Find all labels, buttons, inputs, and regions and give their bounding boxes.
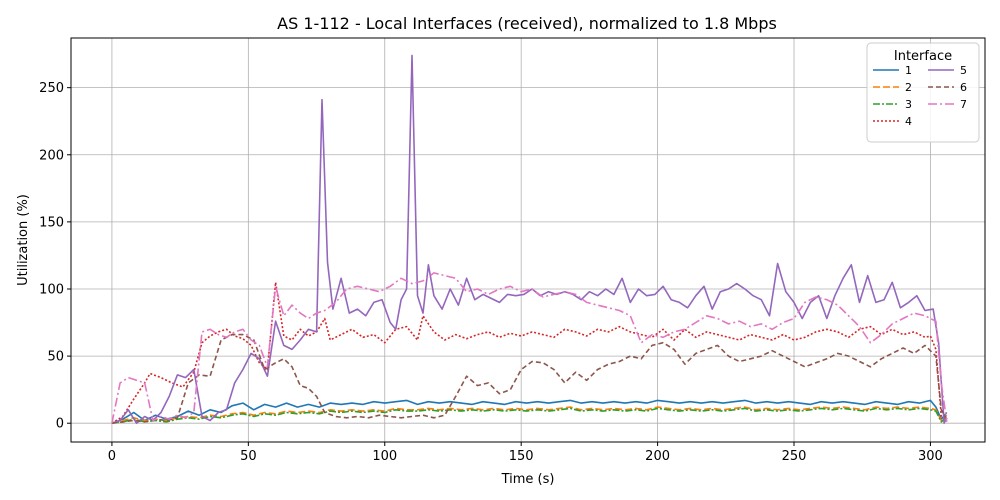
- series-line-4: [111, 281, 948, 424]
- y-axis-label: Utilization (%): [16, 194, 31, 286]
- legend-label: 5: [960, 64, 967, 77]
- x-tick-label: 300: [918, 449, 943, 464]
- series-line-7: [111, 272, 948, 424]
- y-tick-label: 150: [39, 215, 64, 230]
- x-axis-label: Time (s): [501, 472, 555, 487]
- legend-item-1: 1: [873, 64, 912, 77]
- grid-lines: [71, 38, 985, 442]
- legend-label: 1: [905, 64, 912, 77]
- y-tick-label: 100: [39, 282, 64, 297]
- series-line-2: [111, 406, 948, 424]
- x-tick-label: 150: [509, 449, 534, 464]
- series-line-3: [111, 407, 948, 424]
- legend-items: 1 2 3 4 5 6 7: [873, 64, 967, 128]
- series-line-5: [111, 54, 948, 425]
- legend-box: [866, 42, 980, 143]
- legend-item-5: 5: [928, 64, 967, 77]
- y-tick-label: 0: [56, 417, 64, 432]
- legend: Interface 1 2 3 4 5 6 7: [866, 42, 980, 143]
- x-tick-label: 0: [108, 449, 116, 464]
- legend-item-6: 6: [928, 81, 967, 94]
- y-tick-label: 250: [39, 81, 64, 96]
- legend-label: 3: [905, 98, 912, 111]
- x-tick-label: 100: [372, 449, 397, 464]
- axis-ticks: 0 50 100 150 200 250 300 0 50 100 150 200 250: [39, 81, 943, 464]
- series-layer: [111, 54, 948, 425]
- y-tick-label: 50: [47, 350, 64, 365]
- series-line-1: [111, 399, 948, 424]
- legend-label: 2: [905, 81, 912, 94]
- legend-item-4: 4: [873, 115, 912, 128]
- x-tick-label: 250: [782, 449, 807, 464]
- plot-frame: [70, 37, 986, 443]
- y-tick-label: 200: [39, 148, 64, 163]
- legend-label: 4: [905, 115, 912, 128]
- legend-title: Interface: [894, 49, 952, 64]
- legend-item-3: 3: [873, 98, 912, 111]
- x-tick-label: 200: [645, 449, 670, 464]
- chart-title: AS 1-112 - Local Interfaces (received), …: [277, 14, 777, 33]
- legend-item-2: 2: [873, 81, 912, 94]
- legend-item-7: 7: [928, 98, 967, 111]
- legend-label: 7: [960, 98, 967, 111]
- legend-label: 6: [960, 81, 967, 94]
- x-tick-label: 50: [240, 449, 257, 464]
